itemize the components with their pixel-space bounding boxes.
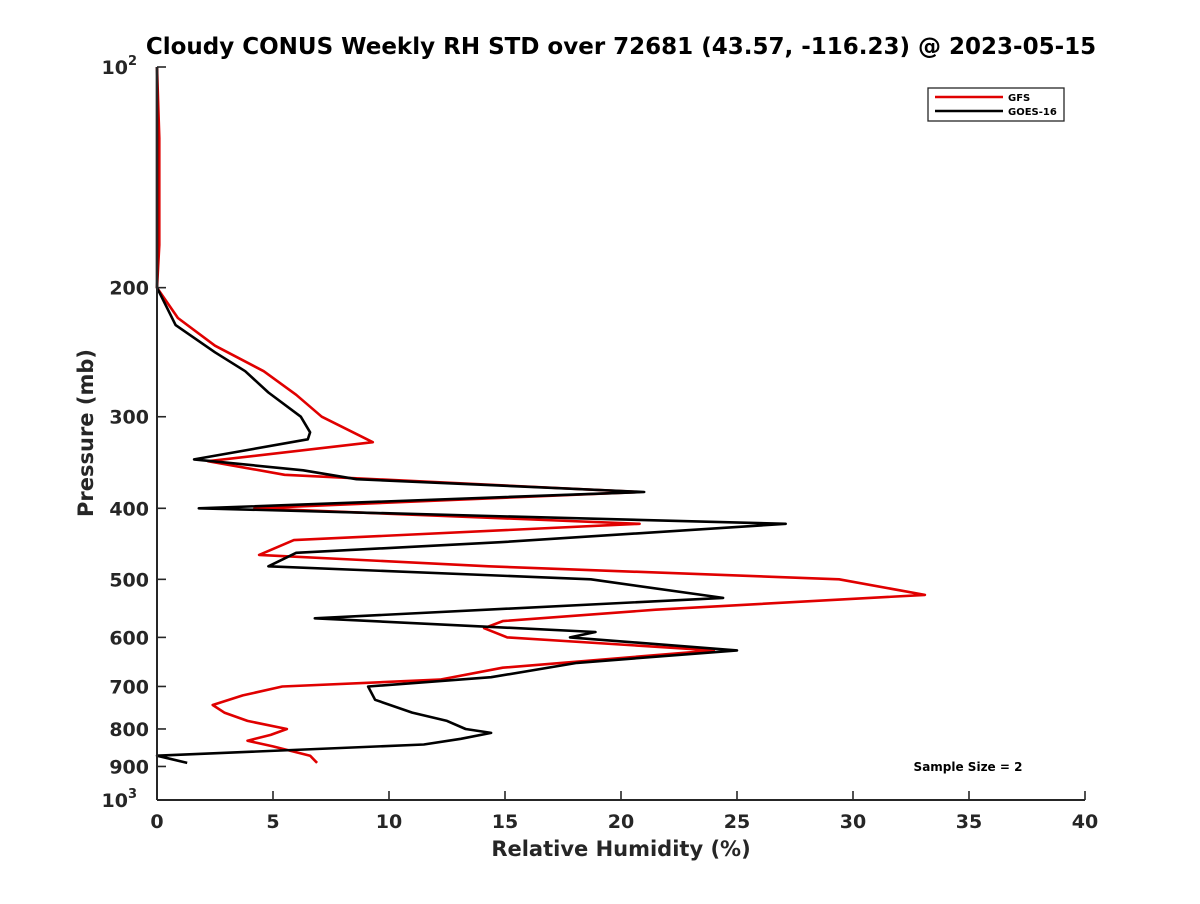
y-tick-label: 500	[109, 569, 149, 591]
x-tick-label: 0	[150, 811, 163, 833]
y-tick-label: 400	[109, 498, 149, 520]
x-tick-label: 30	[840, 811, 866, 833]
y-tick-label: 700	[109, 676, 149, 698]
x-tick-label: 5	[266, 811, 279, 833]
x-axis-label: Relative Humidity (%)	[491, 837, 750, 861]
axes-layer: 0 5 10 15 20 25 30 35 40 102 200 300 400 500 600 700 800…	[102, 54, 1099, 833]
y-axis-label: Pressure (mb)	[74, 349, 98, 517]
x-tick-label: 35	[956, 811, 982, 833]
y-tick-label: 800	[109, 719, 149, 741]
y-tick-label: 600	[109, 627, 149, 649]
legend-box	[927, 87, 1065, 122]
sample-size-annotation: Sample Size = 2	[914, 760, 1023, 774]
x-tick-label: 10	[376, 811, 402, 833]
series-line-goes-16	[155, 67, 788, 765]
chart-title: Cloudy CONUS Weekly RH STD over 72681 (4…	[146, 34, 1096, 60]
y-tick-label: 102	[102, 54, 138, 79]
y-tick-label: 103	[102, 787, 138, 812]
series-layer	[155, 66, 927, 765]
x-tick-label: 25	[724, 811, 750, 833]
legend: GFS GOES-16	[927, 87, 1065, 122]
y-tick-label: 900	[109, 756, 149, 778]
y-tick-label: 300	[109, 407, 149, 429]
legend-label: GFS	[1008, 93, 1030, 104]
x-tick-label: 15	[492, 811, 518, 833]
x-tick-label: 20	[608, 811, 634, 833]
y-tick-label: 200	[109, 278, 149, 300]
series-line-gfs	[155, 66, 927, 764]
x-tick-label: 40	[1072, 811, 1098, 833]
legend-label: GOES-16	[1008, 107, 1057, 118]
